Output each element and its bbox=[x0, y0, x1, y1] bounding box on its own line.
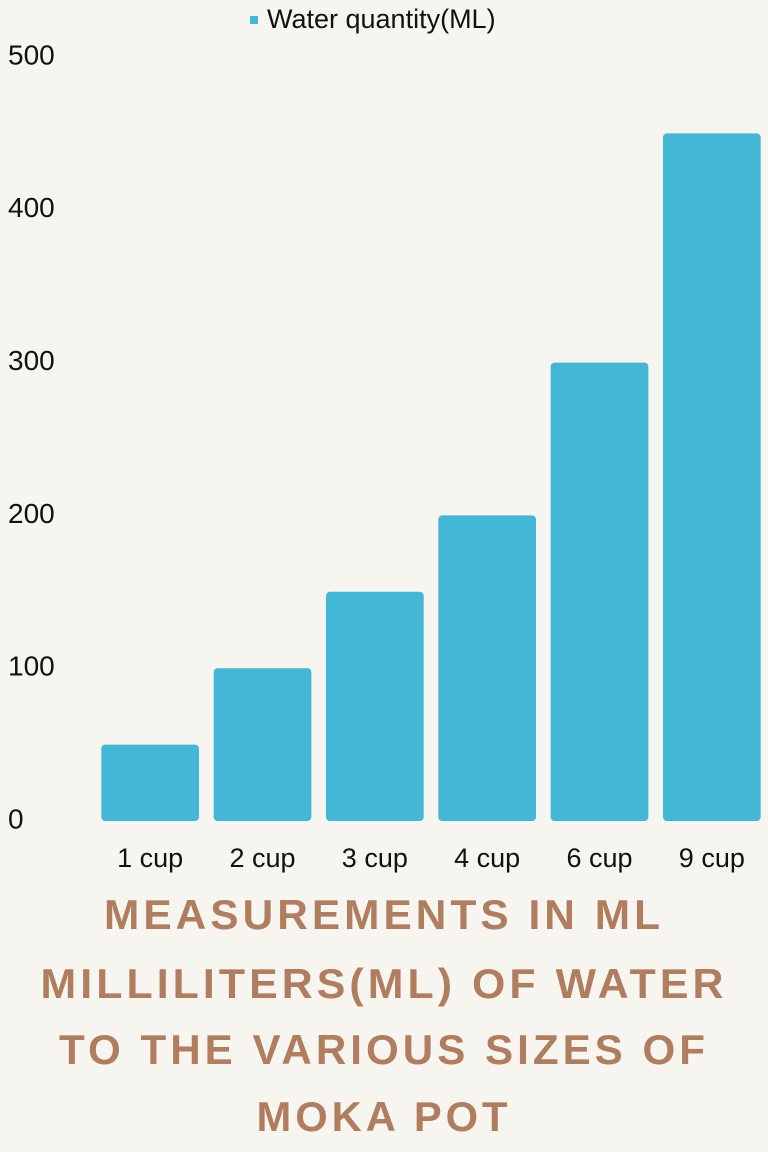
chart-title: MOKA POT bbox=[257, 1093, 512, 1140]
bar bbox=[325, 591, 424, 821]
bar bbox=[213, 668, 312, 821]
bar bbox=[101, 744, 200, 821]
x-tick-label: 9 cup bbox=[679, 843, 745, 873]
x-tick-label: 2 cup bbox=[229, 843, 295, 873]
chart-title: TO THE VARIOUS SIZES OF bbox=[59, 1026, 709, 1073]
x-tick-label: 3 cup bbox=[342, 843, 408, 873]
x-tick-label: 6 cup bbox=[566, 843, 632, 873]
x-tick-label: 1 cup bbox=[117, 843, 183, 873]
y-tick-label: 100 bbox=[8, 651, 55, 682]
legend-label: Water quantity(ML) bbox=[267, 4, 496, 34]
chart-title: MILLILITERS(ML) OF WATER bbox=[41, 960, 728, 1007]
legend-swatch bbox=[250, 16, 258, 24]
x-tick-label: 4 cup bbox=[454, 843, 520, 873]
y-tick-label: 500 bbox=[8, 39, 55, 70]
bar bbox=[550, 362, 649, 821]
y-tick-label: 300 bbox=[8, 345, 55, 376]
bar bbox=[438, 515, 537, 821]
chart-title: MEASUREMENTS IN ML bbox=[104, 891, 664, 938]
y-tick-label: 400 bbox=[8, 192, 55, 223]
bar bbox=[662, 133, 761, 821]
y-tick-label: 0 bbox=[8, 803, 24, 834]
y-tick-label: 200 bbox=[8, 498, 55, 529]
